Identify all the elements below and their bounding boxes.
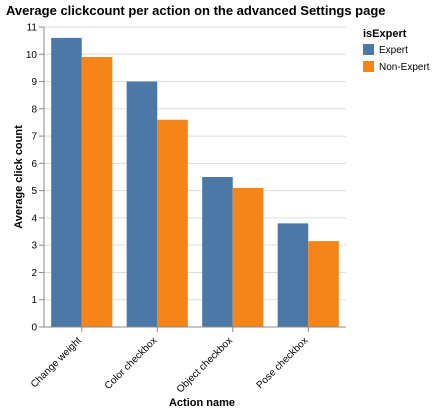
y-tick-label: 4 (31, 213, 37, 224)
y-tick-label: 5 (31, 186, 37, 197)
bars (51, 37, 339, 328)
x-tick-label: Object checkbox (175, 335, 235, 395)
bar-expert (126, 81, 158, 327)
legend-swatch (363, 44, 374, 55)
bar-expert (277, 223, 309, 327)
y-tick-label: 11 (27, 23, 38, 34)
bar-non-expert (308, 241, 339, 327)
x-tick-label: Change weight (29, 335, 84, 390)
legend-title: isExpert (363, 28, 407, 40)
y-tick-label: 7 (31, 132, 37, 143)
y-tick-label: 1 (31, 295, 37, 306)
legend-label: Non-Expert (379, 62, 430, 73)
y-tick-label: 2 (31, 268, 37, 279)
y-tick-label: 10 (26, 50, 38, 61)
legend: isExpert Expert Non-Expert (363, 28, 430, 73)
axes (43, 27, 346, 328)
y-tick-label: 8 (31, 104, 37, 115)
bar-non-expert (81, 57, 113, 327)
legend-swatch (363, 61, 374, 72)
bar-non-expert (232, 187, 264, 327)
bar-non-expert (157, 119, 188, 328)
y-tick-label: 3 (31, 241, 37, 252)
x-tick-label: Pose checkbox (255, 335, 311, 391)
x-axis-title: Action name (169, 397, 235, 409)
y-axis-ticks: 0 1 2 3 4 5 6 7 8 9 10 11 (26, 23, 44, 334)
legend-label: Expert (379, 45, 408, 56)
x-tick-label: Color checkbox (103, 335, 160, 392)
y-tick-label: 0 (31, 323, 37, 334)
chart-title: Average clickcount per action on the adv… (6, 3, 386, 18)
y-axis-title: Average click count (13, 125, 25, 229)
x-axis-ticks: Change weight Color checkbox Object checkb… (29, 327, 310, 395)
y-tick-label: 9 (31, 77, 37, 88)
bar-expert (51, 37, 82, 328)
bar-expert (202, 177, 233, 327)
y-tick-label: 6 (31, 159, 37, 170)
